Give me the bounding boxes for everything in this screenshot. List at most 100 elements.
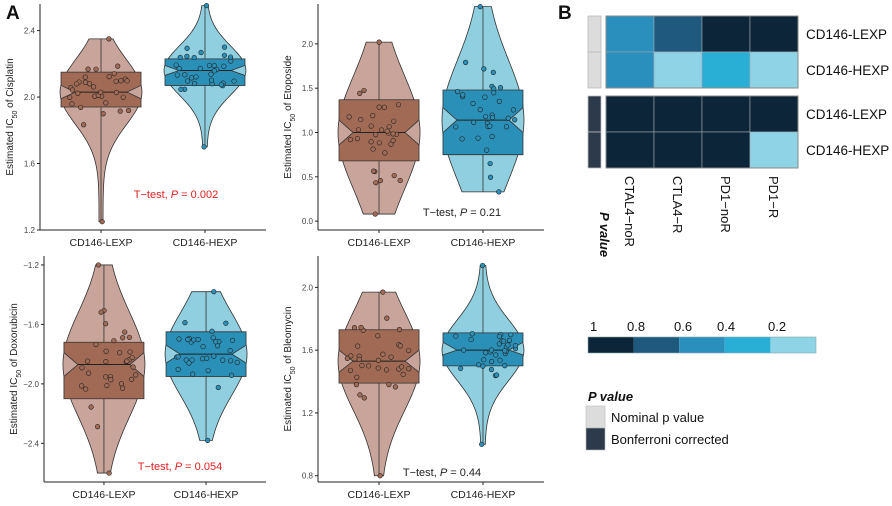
data-point [69, 101, 75, 107]
data-point [95, 262, 102, 268]
color-scale-tick-label: 1 [590, 319, 597, 334]
y-tick-label: 2.0 [302, 40, 314, 49]
data-point [463, 59, 469, 65]
data-point [376, 39, 382, 45]
data-point [489, 114, 496, 121]
heatmap-cell [701, 15, 751, 53]
data-point [227, 54, 234, 60]
data-point [372, 211, 378, 217]
data-point [193, 74, 199, 80]
data-point [453, 124, 459, 130]
data-point [125, 107, 132, 114]
heatmap-row-label: CD146-LEXP [806, 27, 887, 42]
data-point [93, 341, 99, 348]
data-point [468, 336, 474, 343]
data-point [489, 358, 495, 365]
data-point [213, 339, 219, 345]
data-point [186, 360, 192, 366]
data-point [104, 382, 110, 389]
y-tick-label: 1.2 [24, 226, 36, 235]
y-axis-label-subscript: 50 [16, 370, 23, 378]
data-point [130, 364, 136, 370]
data-point [228, 372, 235, 378]
color-scale-segment [588, 337, 634, 353]
y-axis-label-prefix: Estimated IC [5, 118, 16, 175]
notched-box [63, 341, 145, 400]
data-point [98, 309, 104, 315]
data-point [82, 74, 88, 80]
ttest-value: = 0.21 [467, 207, 501, 219]
ttest-annotation: T−test, P = 0.054 [138, 461, 222, 473]
heatmap-column-label: CTAL4−noR [622, 176, 637, 247]
data-point [106, 74, 112, 80]
data-point [370, 113, 376, 119]
data-point [81, 122, 87, 128]
data-point [191, 54, 197, 61]
ttest-prefix: T−test, [134, 189, 171, 201]
data-point [129, 354, 135, 361]
row-annotation-bonferroni [587, 131, 602, 169]
data-point [220, 357, 226, 363]
data-point [359, 362, 365, 369]
data-point [373, 132, 379, 138]
data-point [118, 381, 125, 387]
data-point [395, 102, 402, 108]
heatmap-cell [653, 51, 703, 89]
heatmap-cell [653, 95, 703, 133]
data-point [192, 80, 198, 87]
data-point [90, 84, 97, 90]
data-point [355, 127, 362, 133]
data-point [211, 68, 217, 74]
data-point [396, 326, 403, 333]
data-point [480, 363, 486, 369]
data-point [373, 180, 379, 186]
data-point [197, 65, 203, 72]
data-point [354, 136, 360, 142]
data-point [488, 347, 495, 353]
x-tick-label: CD146-HEXP [173, 237, 238, 249]
data-point [482, 113, 489, 120]
data-point [361, 395, 367, 401]
data-point [223, 320, 229, 326]
data-point [461, 347, 467, 353]
heatmap-column-label: CTLA4−R [670, 176, 685, 233]
data-point [377, 473, 383, 479]
data-point [453, 333, 459, 339]
data-point [103, 100, 109, 106]
violin-group-hexp [441, 4, 525, 195]
violin-group-lexp [59, 36, 143, 225]
y-tick-label: 0.0 [302, 217, 314, 226]
data-point [106, 36, 112, 42]
data-point [366, 363, 372, 369]
data-point [406, 366, 412, 372]
data-point [106, 470, 112, 476]
data-point [382, 150, 388, 156]
ttest-p-symbol: P [175, 461, 183, 473]
row-annotation-title: P value [597, 212, 612, 257]
data-point [176, 65, 182, 72]
data-point [124, 78, 130, 84]
violin-panel-etoposide: 0.0 0.5 1.0 1.5 2.0 Estimated IC50 of Etoposi… [283, 4, 544, 249]
data-point [496, 333, 503, 339]
data-point [475, 362, 482, 368]
heatmap-block-nominal [605, 15, 799, 89]
legend-swatch [585, 427, 606, 451]
data-point [508, 332, 514, 338]
data-point [491, 90, 497, 96]
data-point [85, 66, 91, 72]
data-point [347, 137, 354, 143]
data-point [368, 139, 374, 145]
data-point [370, 146, 376, 152]
data-point [199, 356, 206, 362]
data-point [477, 4, 483, 10]
ttest-prefix: T−test, [403, 467, 440, 479]
data-point [185, 336, 191, 343]
panel-label-b: B [558, 3, 572, 24]
y-axis-label: Estimated IC50 of Bleomycin [283, 306, 297, 431]
y-tick-label: −1.6 [23, 320, 39, 329]
data-point [124, 358, 130, 364]
data-point [120, 94, 126, 100]
data-point [99, 219, 105, 225]
data-point [209, 328, 215, 334]
